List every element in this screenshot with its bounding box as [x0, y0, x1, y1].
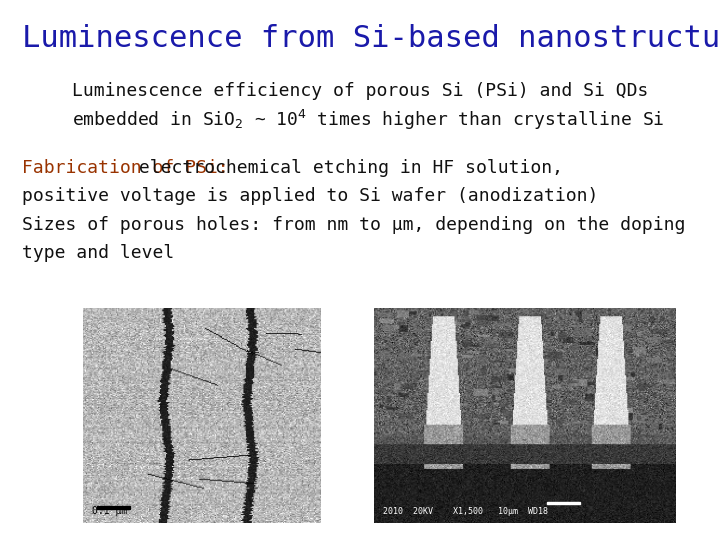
Text: type and level: type and level [22, 244, 174, 262]
Text: Sizes of porous holes: from nm to μm, depending on the doping: Sizes of porous holes: from nm to μm, de… [22, 216, 685, 234]
Text: 2010  20KV    X1,500   10μm  WD18: 2010 20KV X1,500 10μm WD18 [383, 507, 548, 516]
Text: 0.1 μm: 0.1 μm [92, 506, 127, 516]
Text: Luminescence from Si-based nanostructures: Luminescence from Si-based nanostructure… [22, 24, 720, 53]
Text: Fabrication of PSi:: Fabrication of PSi: [22, 159, 228, 177]
Text: Luminescence efficiency of porous Si (PSi) and Si QDs: Luminescence efficiency of porous Si (PS… [72, 82, 649, 100]
Text: positive voltage is applied to Si wafer (anodization): positive voltage is applied to Si wafer … [22, 187, 598, 205]
Text: embedded in SiO$_2$ ~ 10$^4$ times higher than crystalline Si: embedded in SiO$_2$ ~ 10$^4$ times highe… [72, 108, 665, 132]
Bar [547, 502, 580, 504]
Bar [97, 506, 130, 509]
Text: electrochemical etching in HF solution,: electrochemical etching in HF solution, [128, 159, 563, 177]
